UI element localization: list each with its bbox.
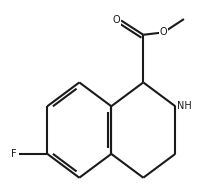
Text: F: F: [11, 149, 17, 159]
Text: NH: NH: [177, 101, 192, 111]
Text: O: O: [160, 27, 168, 37]
Text: O: O: [112, 16, 120, 26]
